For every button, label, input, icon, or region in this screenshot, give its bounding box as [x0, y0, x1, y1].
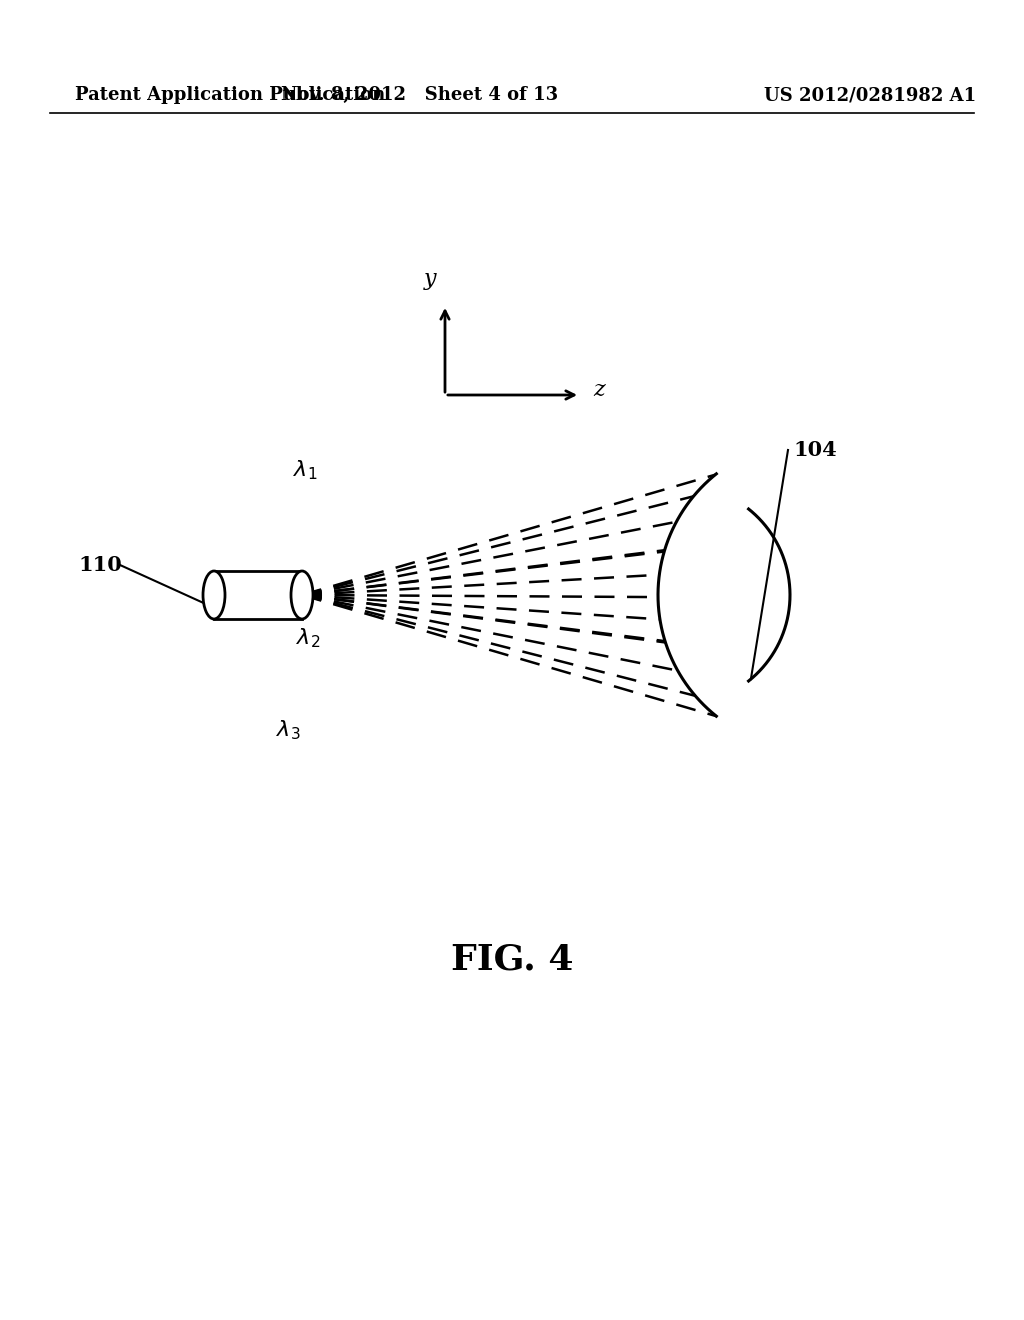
Text: y: y	[424, 268, 436, 290]
Ellipse shape	[291, 572, 313, 619]
Text: $\lambda_3$: $\lambda_3$	[276, 718, 301, 742]
Text: 104: 104	[793, 440, 837, 459]
Text: 110: 110	[78, 554, 122, 576]
Bar	[214, 572, 302, 619]
Text: Nov. 8, 2012   Sheet 4 of 13: Nov. 8, 2012 Sheet 4 of 13	[282, 86, 558, 104]
Text: US 2012/0281982 A1: US 2012/0281982 A1	[764, 86, 976, 104]
Text: $\lambda_1$: $\lambda_1$	[293, 458, 317, 482]
Text: $\lambda_2$: $\lambda_2$	[296, 626, 321, 649]
Text: Patent Application Publication: Patent Application Publication	[75, 86, 385, 104]
Text: FIG. 4: FIG. 4	[451, 942, 573, 977]
Text: z: z	[593, 379, 605, 401]
Ellipse shape	[203, 572, 225, 619]
